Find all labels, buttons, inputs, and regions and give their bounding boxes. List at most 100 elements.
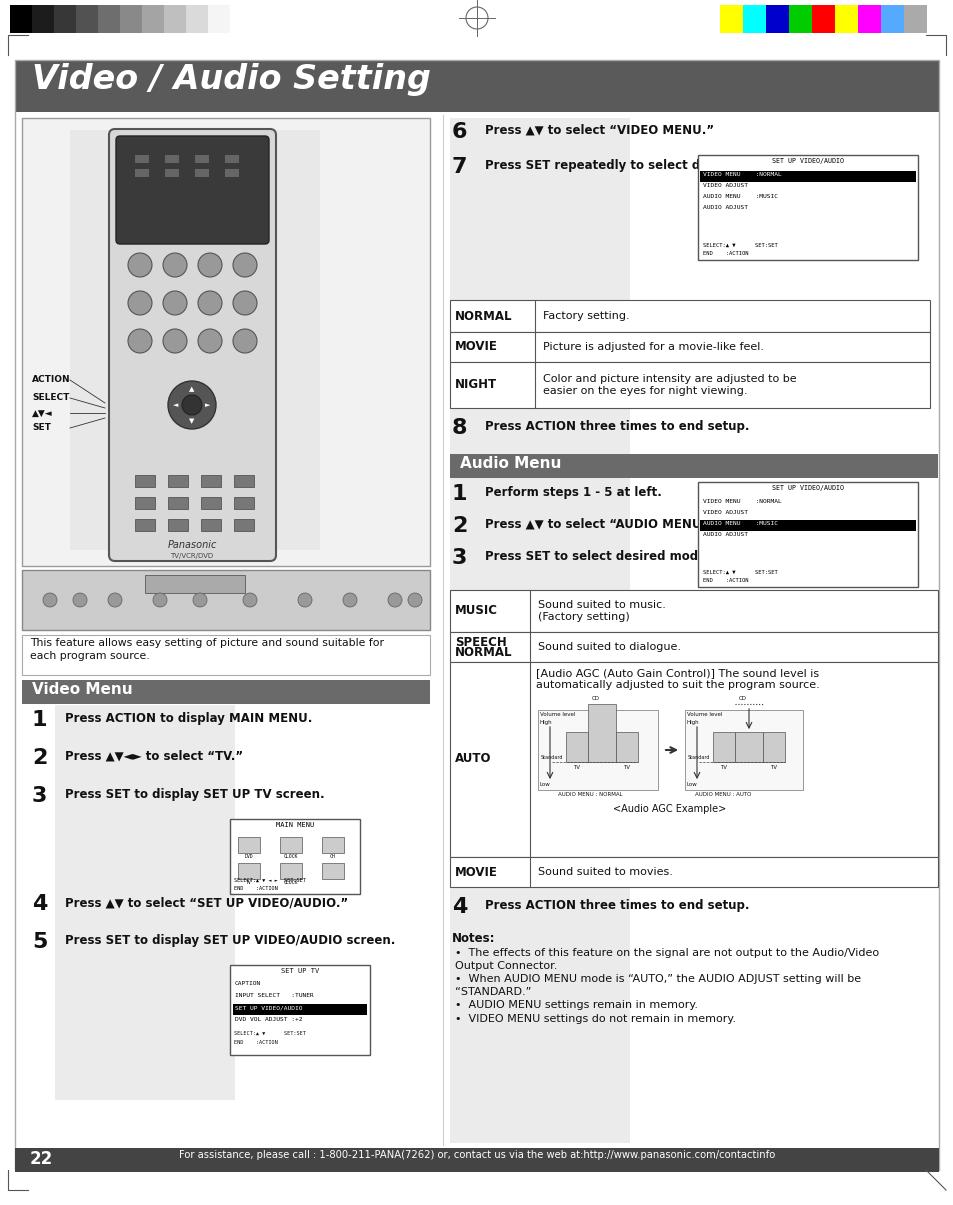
Text: VIDEO ADJUST: VIDEO ADJUST	[702, 183, 747, 188]
Bar	[322, 863, 344, 878]
Bar	[450, 118, 629, 1144]
Bar	[15, 60, 938, 112]
Text: ▲▼◄: ▲▼◄	[32, 408, 52, 417]
Bar	[120, 5, 142, 33]
Circle shape	[182, 395, 202, 415]
Circle shape	[163, 253, 187, 277]
Text: Sound suited to movies.: Sound suited to movies.	[537, 868, 672, 877]
Text: AUDIO MENU : NORMAL: AUDIO MENU : NORMAL	[558, 792, 622, 797]
Text: SET UP VIDEO/AUDIO: SET UP VIDEO/AUDIO	[234, 1005, 302, 1010]
Text: TV: TV	[573, 765, 579, 770]
Bar	[135, 519, 154, 531]
Bar	[201, 496, 221, 509]
Text: Video / Audio Setting: Video / Audio Setting	[32, 63, 431, 96]
Circle shape	[243, 593, 256, 607]
Bar	[233, 496, 253, 509]
Circle shape	[198, 253, 222, 277]
Circle shape	[388, 593, 401, 607]
Text: ACTION: ACTION	[32, 376, 71, 384]
Bar	[834, 5, 857, 33]
Text: Press SET to display SET UP VIDEO/AUDIO screen.: Press SET to display SET UP VIDEO/AUDIO …	[65, 934, 395, 947]
Bar	[142, 5, 164, 33]
Text: 3: 3	[452, 548, 467, 568]
Bar	[225, 155, 239, 163]
Bar	[811, 5, 834, 33]
Bar	[76, 5, 98, 33]
Text: CLOCK: CLOCK	[283, 880, 298, 884]
Text: 3: 3	[32, 786, 48, 806]
FancyBboxPatch shape	[116, 136, 269, 243]
Bar	[712, 731, 734, 762]
Bar	[700, 521, 915, 531]
Text: SET UP VIDEO/AUDIO: SET UP VIDEO/AUDIO	[771, 484, 843, 490]
Text: END    :ACTION: END :ACTION	[233, 886, 277, 890]
Bar	[55, 705, 234, 1100]
Text: TV: TV	[770, 765, 777, 770]
Text: Press ACTION to display MAIN MENU.: Press ACTION to display MAIN MENU.	[65, 712, 312, 725]
Text: MUSIC: MUSIC	[455, 605, 497, 617]
Text: END    :ACTION: END :ACTION	[702, 251, 748, 255]
Bar	[22, 635, 430, 675]
Bar	[98, 5, 120, 33]
Text: Standard: Standard	[540, 756, 563, 760]
Bar	[233, 519, 253, 531]
Bar	[742, 5, 765, 33]
Text: VIDEO MENU    :NORMAL: VIDEO MENU :NORMAL	[702, 172, 781, 177]
Text: ►: ►	[205, 402, 211, 408]
Circle shape	[408, 593, 421, 607]
Bar	[450, 300, 929, 333]
Text: SELECT: SELECT	[32, 394, 70, 402]
Circle shape	[233, 290, 256, 315]
Bar	[201, 475, 221, 487]
Bar	[230, 819, 359, 894]
Bar	[168, 519, 188, 531]
Bar	[565, 731, 587, 762]
Text: Notes:: Notes:	[452, 931, 495, 945]
Text: Volume level: Volume level	[686, 712, 721, 717]
Bar	[230, 965, 370, 1056]
Text: 8: 8	[452, 418, 467, 437]
Circle shape	[193, 593, 207, 607]
Text: ◄: ◄	[173, 402, 178, 408]
Text: SET: SET	[32, 423, 51, 433]
Bar	[164, 5, 186, 33]
Text: ▲: ▲	[189, 386, 194, 392]
Bar	[280, 863, 302, 878]
Bar	[237, 837, 260, 853]
Text: Low: Low	[539, 782, 550, 787]
Text: AUDIO ADJUST: AUDIO ADJUST	[702, 205, 747, 210]
Text: •  When AUDIO MENU mode is “AUTO,” the AUDIO ADJUST setting will be
“STANDARD.”: • When AUDIO MENU mode is “AUTO,” the AU…	[455, 974, 861, 997]
Bar	[15, 1148, 938, 1172]
Bar	[201, 519, 221, 531]
Bar	[734, 731, 762, 762]
Bar	[450, 454, 937, 478]
Circle shape	[233, 253, 256, 277]
Circle shape	[163, 329, 187, 353]
Text: TV/VCR/DVD: TV/VCR/DVD	[171, 553, 213, 559]
Text: AUTO: AUTO	[455, 752, 491, 765]
Text: Factory setting.: Factory setting.	[542, 311, 629, 321]
Bar	[135, 496, 154, 509]
Text: Press SET to select desired mode.: Press SET to select desired mode.	[484, 549, 710, 563]
Circle shape	[163, 290, 187, 315]
Bar	[788, 5, 811, 33]
Bar	[237, 863, 260, 878]
Text: NIGHT: NIGHT	[455, 378, 497, 392]
Text: 6: 6	[452, 122, 467, 142]
Text: Press ACTION three times to end setup.: Press ACTION three times to end setup.	[484, 899, 749, 912]
Circle shape	[233, 329, 256, 353]
Text: NORMAL: NORMAL	[455, 647, 512, 659]
Text: Standard: Standard	[687, 756, 710, 760]
Bar	[700, 171, 915, 182]
Text: 1: 1	[452, 484, 467, 504]
Text: CD: CD	[592, 696, 599, 701]
Text: Picture is adjusted for a movie-like feel.: Picture is adjusted for a movie-like fee…	[542, 342, 763, 352]
Circle shape	[198, 329, 222, 353]
Bar	[165, 155, 179, 163]
Bar	[762, 731, 784, 762]
Text: MOVIE: MOVIE	[455, 865, 497, 878]
Text: Sound suited to music.
(Factory setting): Sound suited to music. (Factory setting)	[537, 600, 665, 622]
Text: TV: TV	[246, 880, 252, 884]
Text: SELECT:▲ ▼      SET:SET: SELECT:▲ ▼ SET:SET	[233, 1031, 306, 1036]
Text: MOVIE: MOVIE	[455, 341, 497, 353]
